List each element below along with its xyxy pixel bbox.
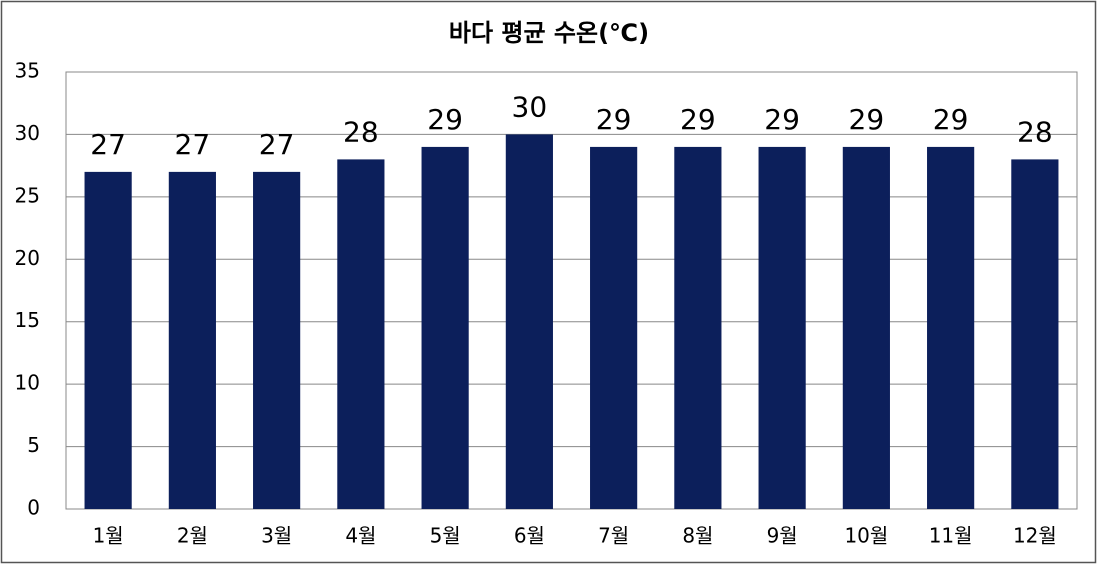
x-tick-label: 5월	[430, 524, 461, 548]
data-label: 30	[512, 90, 548, 123]
x-tick-label: 8월	[682, 524, 713, 548]
y-tick-label: 30	[15, 121, 40, 145]
bar	[505, 134, 553, 509]
x-tick-label: 11월	[929, 524, 973, 548]
data-label: 29	[933, 103, 969, 136]
data-label: 29	[596, 103, 632, 136]
x-tick-label: 7월	[598, 524, 629, 548]
data-label: 29	[680, 103, 716, 136]
data-label: 29	[849, 103, 885, 136]
bar	[421, 146, 469, 509]
y-tick-label: 15	[15, 308, 40, 332]
x-tick-label: 3월	[261, 524, 292, 548]
bar	[168, 171, 216, 509]
x-tick-label: 10월	[844, 524, 888, 548]
bar	[674, 146, 722, 509]
bar	[1011, 159, 1059, 509]
y-tick-label: 10	[15, 371, 40, 395]
data-label: 27	[90, 128, 126, 161]
data-label: 28	[343, 115, 379, 148]
y-tick-label: 20	[15, 246, 40, 270]
x-tick-label: 6월	[514, 524, 545, 548]
chart-title: 바다 평균 수온(℃)	[449, 19, 649, 47]
x-tick-label: 2월	[177, 524, 208, 548]
y-tick-label: 25	[15, 183, 40, 207]
bar	[927, 146, 975, 509]
data-label: 27	[259, 128, 295, 161]
x-tick-label: 9월	[767, 524, 798, 548]
x-tick-label: 4월	[345, 524, 376, 548]
bar	[253, 171, 301, 509]
bar	[84, 171, 132, 509]
bar	[758, 146, 806, 509]
y-tick-label: 5	[27, 433, 40, 457]
x-tick-label: 12월	[1013, 524, 1057, 548]
data-label: 29	[764, 103, 800, 136]
y-tick-label: 35	[15, 59, 40, 83]
data-label: 28	[1017, 115, 1053, 148]
data-label: 29	[427, 103, 463, 136]
data-label: 27	[175, 128, 211, 161]
x-tick-label: 1월	[93, 524, 124, 548]
bar	[590, 146, 638, 509]
bar	[842, 146, 890, 509]
bar	[337, 159, 385, 509]
y-tick-label: 0	[27, 496, 40, 520]
